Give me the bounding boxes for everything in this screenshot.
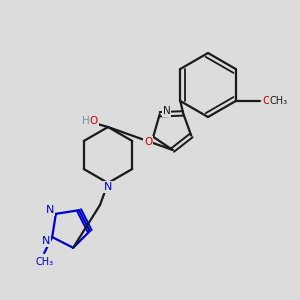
Text: O: O [144, 137, 152, 147]
Text: O: O [262, 96, 271, 106]
Text: H: H [82, 116, 90, 126]
Text: N: N [163, 106, 171, 116]
Text: N: N [46, 205, 54, 215]
Text: CH₃: CH₃ [35, 257, 53, 267]
Text: N: N [42, 236, 50, 246]
Text: CH₃: CH₃ [270, 96, 288, 106]
Text: N: N [104, 182, 112, 192]
Text: O: O [90, 116, 98, 126]
